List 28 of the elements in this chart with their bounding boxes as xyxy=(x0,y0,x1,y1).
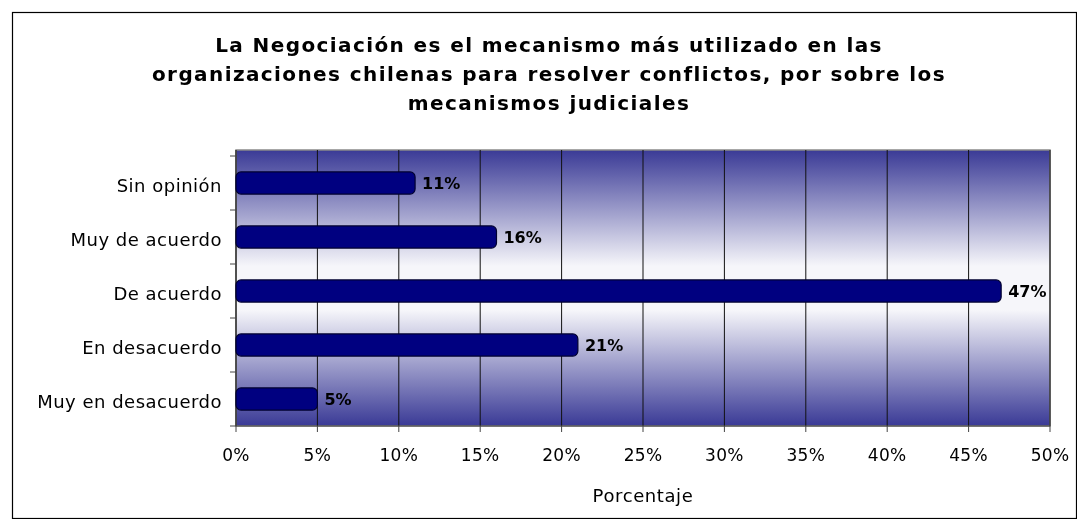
x-tick-label: 20% xyxy=(542,445,581,465)
chart-title: La Negociación es el mecanismo más utilizado en las organizaciones chilenas para resolver conflictos, por sobre los mecanismos judiciales xyxy=(151,33,947,115)
x-tick-label: 15% xyxy=(460,445,500,465)
x-tick-label: 50% xyxy=(1030,445,1070,465)
x-tick-label: 40% xyxy=(867,445,907,465)
x-tick-label: 30% xyxy=(705,445,744,465)
bar xyxy=(235,387,318,411)
y-tick-label: Muy en desacuerdo xyxy=(37,391,222,413)
data-label: 16% xyxy=(503,227,542,247)
bar xyxy=(235,171,416,195)
bar xyxy=(235,279,1002,303)
y-tick-label: De acuerdo xyxy=(113,283,222,305)
bar xyxy=(235,225,498,249)
y-tick-label: Sin opinión xyxy=(116,175,222,197)
y-tick-label: En desacuerdo xyxy=(82,337,222,359)
data-label: 47% xyxy=(1008,281,1047,301)
x-tick-label: 25% xyxy=(623,445,663,465)
data-label: 5% xyxy=(324,389,352,409)
bar xyxy=(235,333,579,357)
y-tick-label: Muy de acuerdo xyxy=(70,229,222,251)
x-tick-label: 5% xyxy=(303,445,332,465)
data-label: 21% xyxy=(584,335,624,355)
x-tick-label: 45% xyxy=(949,445,988,465)
x-tick-label: 10% xyxy=(379,445,419,465)
data-label: 11% xyxy=(422,173,461,193)
x-tick-label: 0% xyxy=(222,445,250,465)
x-tick-label: 35% xyxy=(786,445,826,465)
x-axis-title: Porcentaje xyxy=(592,485,694,506)
